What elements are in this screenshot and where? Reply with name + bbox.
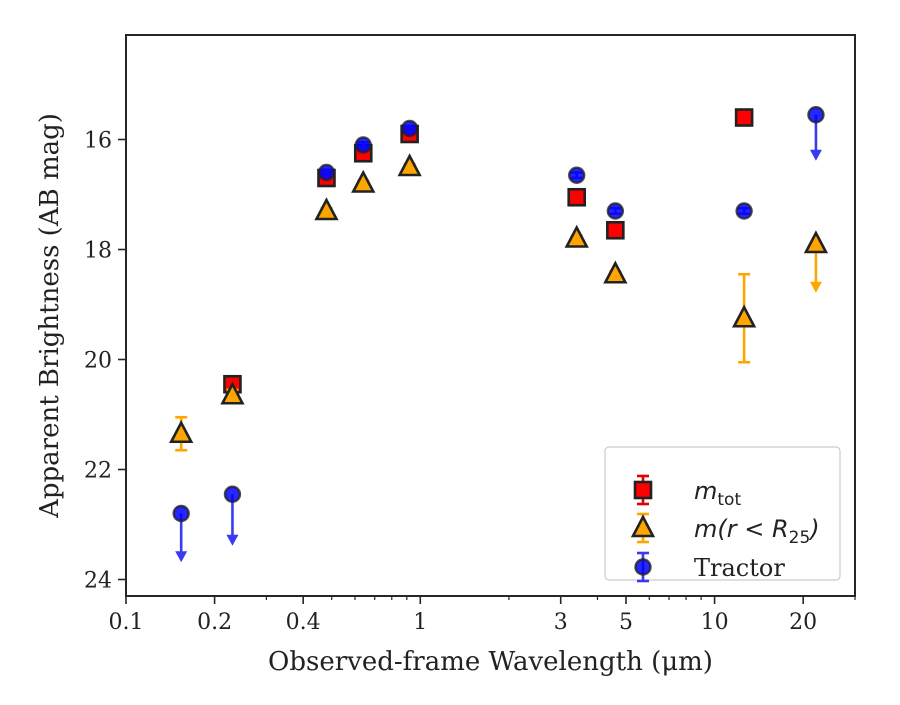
legend: mtot m(r < R25) Tractor — [604, 446, 841, 583]
x-axis-label: Observed-frame Wavelength (μm) — [268, 647, 713, 677]
legend-label-1: mtot — [694, 477, 741, 510]
square-point — [734, 108, 754, 127]
circle-point — [223, 485, 242, 503]
legend-square-marker — [633, 480, 653, 500]
legend-label-3: Tractor — [694, 554, 785, 582]
series-triangle — [169, 153, 829, 452]
legend-box — [604, 446, 841, 581]
y-tick-label: 18 — [84, 239, 112, 264]
square-point — [567, 187, 587, 207]
triangle-point — [314, 197, 339, 221]
square-point — [606, 220, 625, 240]
x-tick-label: 0.1 — [109, 610, 144, 635]
series-square — [223, 108, 754, 394]
x-tick-label: 20 — [789, 610, 817, 635]
triangle-upper-limit-arrow-head — [809, 281, 822, 293]
circle-point — [400, 119, 419, 138]
legend-label-2: m(r < R25) — [694, 515, 820, 548]
y-tick-label: 24 — [84, 569, 112, 594]
plot-frame — [125, 34, 856, 597]
circle-point — [735, 202, 753, 220]
circle-upper-limit-arrow-head — [809, 149, 822, 161]
x-tick-label: 3 — [554, 610, 568, 635]
axis-ticks: 0.1 0.2 0.4 1 3 5 10 20 16 18 20 22 24 — [84, 129, 856, 635]
triangle-point — [603, 260, 628, 284]
triangle-point — [397, 153, 422, 177]
x-tick-label: 10 — [701, 610, 729, 635]
y-tick-label: 16 — [84, 129, 112, 154]
x-tick-label: 0.4 — [286, 610, 321, 635]
triangle-point — [564, 224, 589, 248]
legend-circle-marker — [634, 558, 652, 576]
circle-point — [606, 202, 625, 220]
circle-point — [172, 504, 190, 523]
circle-point — [807, 106, 825, 124]
circle-point — [568, 166, 586, 184]
legend-triangle-marker — [630, 514, 656, 538]
circle-upper-limit-arrow-head — [175, 551, 188, 563]
plot-points — [169, 106, 829, 563]
y-tick-label: 22 — [84, 459, 112, 484]
triangle-point — [169, 419, 194, 444]
x-tick-label: 1 — [413, 610, 427, 635]
triangle-point — [220, 381, 245, 405]
triangle-point — [351, 169, 376, 193]
y-axis-label: Apparent Brightness (AB mag) — [35, 113, 65, 519]
circle-point — [354, 136, 372, 154]
circle-point — [317, 163, 336, 182]
circle-upper-limit-arrow-head — [226, 534, 239, 546]
x-tick-label: 0.2 — [197, 610, 232, 635]
triangle-point — [803, 230, 829, 254]
triangle-point — [731, 304, 757, 328]
x-tick-label: 5 — [619, 610, 633, 635]
y-tick-label: 20 — [84, 349, 112, 374]
series-circle — [172, 106, 825, 563]
